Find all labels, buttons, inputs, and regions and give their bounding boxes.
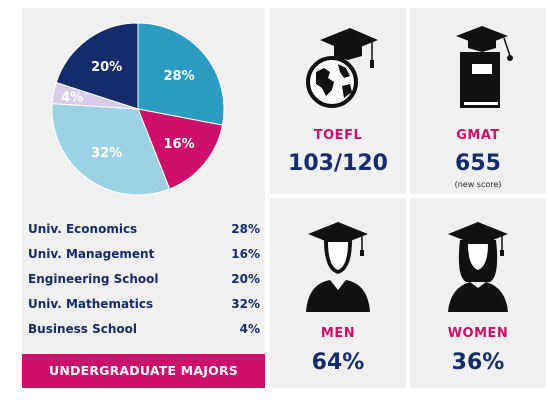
legend-value: 16%: [231, 247, 260, 261]
gmat-value: 655: [455, 151, 501, 176]
legend-value: 20%: [231, 272, 260, 286]
men-card: MEN 64%: [270, 198, 406, 388]
legend-label: Engineering School: [28, 272, 159, 286]
men-label: MEN: [320, 326, 356, 341]
pie-slice-label: 16%: [164, 137, 195, 152]
legend-row-business: Business School 4%: [28, 322, 260, 340]
legend-value: 32%: [231, 297, 260, 311]
toefl-value: 103/120: [288, 151, 388, 176]
legend-value: 28%: [231, 222, 260, 236]
legend-row-management: Univ. Management 16%: [28, 247, 260, 265]
gmat-note: (new score): [454, 180, 502, 189]
pie-slice-univ-management: [137, 108, 224, 190]
women-card: WOMEN 36%: [410, 198, 546, 388]
legend-label: Business School: [28, 322, 137, 336]
gmat-card: GMAT 655 (new score): [410, 8, 546, 194]
legend-value: 4%: [239, 322, 260, 336]
legend-row-mathematics: Univ. Mathematics 32%: [28, 297, 260, 315]
toefl-card: TOEFL 103/120: [270, 8, 406, 194]
men-value: 64%: [311, 350, 365, 375]
footer-title-bar: UNDERGRADUATE MAJORS: [22, 354, 265, 388]
pie-slice-label: 28%: [164, 69, 195, 84]
female-graduate-icon: [440, 220, 516, 316]
legend-row-engineering: Engineering School 20%: [28, 272, 260, 290]
toefl-label: TOEFL: [313, 128, 363, 143]
women-label: WOMEN: [447, 326, 509, 341]
pie-slice-engineering-school: [55, 22, 139, 110]
gmat-label: GMAT: [456, 128, 500, 143]
pie-slice-label: 4%: [61, 90, 83, 105]
pie-slice-label: 20%: [91, 60, 122, 75]
pie-chart: 28% 16% 32% 4% 20%: [51, 22, 225, 196]
pie-slice-label: 32%: [91, 146, 122, 161]
legend-label: Univ. Management: [28, 247, 155, 261]
book-graduation-cap-icon: [452, 22, 522, 116]
male-graduate-icon: [300, 220, 376, 316]
legend-label: Univ. Economics: [28, 222, 138, 236]
legend-row-economics: Univ. Economics 28%: [28, 222, 260, 240]
legend-label: Univ. Mathematics: [28, 297, 154, 311]
pie-slice-univ-economics: [137, 22, 225, 126]
globe-graduation-cap-icon: [298, 22, 382, 116]
pie-slice-univ-mathematics: [51, 103, 171, 196]
women-value: 36%: [451, 350, 505, 375]
